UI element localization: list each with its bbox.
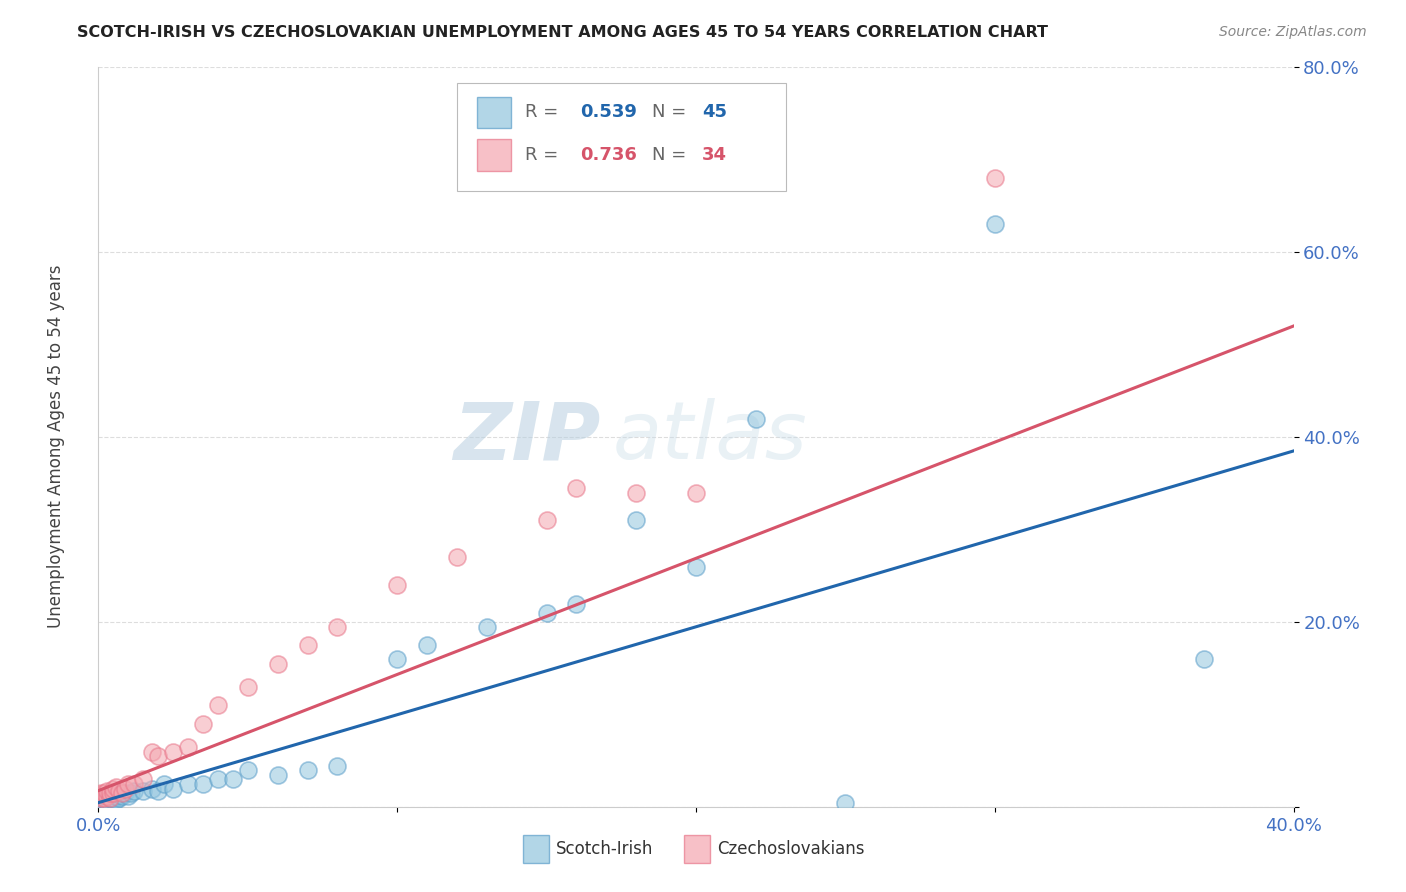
Point <box>222 772 245 787</box>
Point <box>111 786 134 800</box>
Text: SCOTCH-IRISH VS CZECHOSLOVAKIAN UNEMPLOYMENT AMONG AGES 45 TO 54 YEARS CORRELATI: SCOTCH-IRISH VS CZECHOSLOVAKIAN UNEMPLOY… <box>77 25 1049 40</box>
Point <box>93 786 115 800</box>
Point <box>446 550 468 565</box>
Point <box>267 657 290 671</box>
Point <box>117 789 139 804</box>
Point <box>90 786 112 800</box>
Point <box>103 786 125 800</box>
Point <box>93 789 115 804</box>
Point <box>96 789 118 804</box>
Point <box>141 745 163 759</box>
Point <box>90 793 112 807</box>
Point <box>114 786 136 800</box>
Text: 45: 45 <box>702 103 727 121</box>
Bar <box>523 835 548 863</box>
Point <box>1192 652 1215 666</box>
Point <box>103 781 125 796</box>
Text: ZIP: ZIP <box>453 398 600 476</box>
Point <box>108 783 131 797</box>
Point <box>105 793 128 807</box>
Point <box>416 638 439 652</box>
Point <box>536 606 558 620</box>
Point <box>98 791 122 805</box>
Point <box>98 786 122 800</box>
Point <box>98 796 122 810</box>
Text: R =: R = <box>524 103 564 121</box>
Bar <box>477 139 510 170</box>
Point <box>105 789 128 804</box>
Point <box>90 796 112 810</box>
Point <box>98 791 122 805</box>
Point <box>536 513 558 527</box>
Point <box>475 620 498 634</box>
Point <box>984 171 1007 186</box>
FancyBboxPatch shape <box>457 83 786 191</box>
Bar <box>685 835 710 863</box>
Point <box>93 796 115 810</box>
Text: Unemployment Among Ages 45 to 54 years: Unemployment Among Ages 45 to 54 years <box>48 264 65 628</box>
Text: N =: N = <box>652 146 692 164</box>
Point <box>93 793 115 807</box>
Point <box>96 795 118 809</box>
Point <box>385 652 409 666</box>
Point <box>93 791 115 805</box>
Point <box>685 485 707 500</box>
Point <box>626 485 648 500</box>
Point <box>103 793 125 807</box>
Text: Czechoslovakians: Czechoslovakians <box>717 839 865 858</box>
Point <box>132 783 155 797</box>
Point <box>117 777 139 791</box>
Point <box>236 764 259 778</box>
Point <box>177 777 200 791</box>
Point <box>141 781 163 796</box>
Text: 0.539: 0.539 <box>581 103 637 121</box>
Point <box>385 578 409 592</box>
Point <box>124 777 146 791</box>
Bar <box>477 96 510 128</box>
Point <box>103 791 125 805</box>
Point <box>745 411 768 425</box>
Point <box>162 745 184 759</box>
Point <box>326 758 349 772</box>
Point <box>626 513 648 527</box>
Point <box>108 791 131 805</box>
Point <box>297 638 319 652</box>
Text: R =: R = <box>524 146 564 164</box>
Point <box>120 786 142 800</box>
Point <box>326 620 349 634</box>
Point <box>984 217 1007 231</box>
Text: Source: ZipAtlas.com: Source: ZipAtlas.com <box>1219 25 1367 39</box>
Point <box>153 777 176 791</box>
Point <box>114 781 136 796</box>
Point <box>103 786 125 800</box>
Point <box>685 559 707 574</box>
Point <box>90 791 112 805</box>
Point <box>124 783 146 797</box>
Point <box>207 698 229 713</box>
Point <box>148 749 170 764</box>
Text: Scotch-Irish: Scotch-Irish <box>557 839 654 858</box>
Point <box>111 789 134 804</box>
Point <box>96 791 118 805</box>
Point <box>297 764 319 778</box>
Text: N =: N = <box>652 103 692 121</box>
Point <box>105 780 128 794</box>
Point <box>177 740 200 755</box>
Point <box>267 768 290 782</box>
Text: 34: 34 <box>702 146 727 164</box>
Point <box>162 781 184 796</box>
Point <box>565 481 588 495</box>
Point <box>191 717 214 731</box>
Point <box>148 783 170 797</box>
Point <box>191 777 214 791</box>
Point <box>90 791 112 805</box>
Point <box>132 772 155 787</box>
Point <box>565 597 588 611</box>
Text: atlas: atlas <box>613 398 807 476</box>
Point <box>236 680 259 694</box>
Point <box>207 772 229 787</box>
Point <box>96 783 118 797</box>
Point <box>834 796 856 810</box>
Text: 0.736: 0.736 <box>581 146 637 164</box>
